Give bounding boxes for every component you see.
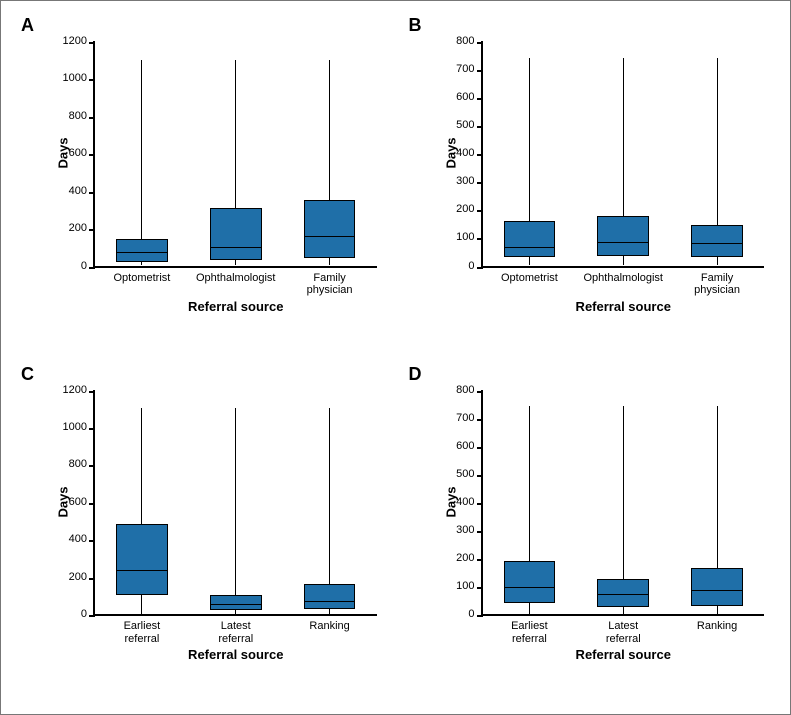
y-tick-label: 400 xyxy=(456,147,482,159)
plot-area: Days Referral source 0100200300400500600… xyxy=(481,41,765,268)
median-line xyxy=(116,570,168,571)
x-axis-label: Referral source xyxy=(576,299,671,314)
y-tick-label: 300 xyxy=(456,524,482,536)
box xyxy=(597,216,649,255)
y-tick-label: 600 xyxy=(456,440,482,452)
y-tick-label: 200 xyxy=(456,203,482,215)
panel-C: C Days Referral source 02004006008001000… xyxy=(17,364,387,699)
y-tick-label: 500 xyxy=(456,119,482,131)
y-tick-label: 800 xyxy=(456,35,482,47)
x-tick-label: Optometrist xyxy=(501,266,558,285)
box xyxy=(504,221,556,257)
y-tick-label: 1200 xyxy=(63,35,95,47)
box xyxy=(691,568,743,606)
y-tick-label: 100 xyxy=(456,580,482,592)
median-line xyxy=(210,247,262,248)
panel-label: A xyxy=(21,15,34,36)
median-line xyxy=(597,594,649,595)
y-tick-label: 500 xyxy=(456,468,482,480)
whisker xyxy=(141,60,142,266)
box xyxy=(116,524,168,595)
y-tick-label: 1000 xyxy=(63,72,95,84)
median-line xyxy=(691,243,743,244)
y-tick-label: 300 xyxy=(456,175,482,187)
y-tick-label: 0 xyxy=(468,608,482,620)
box xyxy=(597,579,649,607)
plot-area: Days Referral source 0100200300400500600… xyxy=(481,390,765,617)
y-tick-label: 600 xyxy=(69,147,95,159)
y-tick-label: 700 xyxy=(456,63,482,75)
y-tick-label: 0 xyxy=(81,608,95,620)
x-axis-label: Referral source xyxy=(576,647,671,662)
plot-wrap: Days Referral source 0100200300400500600… xyxy=(447,386,769,641)
box xyxy=(504,561,556,603)
median-line xyxy=(210,604,262,605)
y-tick-label: 1200 xyxy=(63,384,95,396)
panel-D: D Days Referral source 01002003004005006… xyxy=(405,364,775,699)
y-tick-label: 600 xyxy=(456,91,482,103)
x-tick-label: Ophthalmologist xyxy=(196,266,276,285)
box xyxy=(304,584,356,609)
x-tick-label: Latestreferral xyxy=(196,614,276,645)
panel-B: B Days Referral source 01002003004005006… xyxy=(405,15,775,350)
y-tick-label: 400 xyxy=(69,533,95,545)
median-line xyxy=(304,601,356,602)
figure-frame: A Days Referral source 02004006008001000… xyxy=(0,0,791,715)
panel-grid: A Days Referral source 02004006008001000… xyxy=(17,15,774,698)
y-tick-label: 1000 xyxy=(63,421,95,433)
plot-area: Days Referral source 0200400600800100012… xyxy=(93,41,377,268)
box xyxy=(691,225,743,257)
plot-area: Days Referral source 0200400600800100012… xyxy=(93,390,377,617)
x-tick-label: Familyphysician xyxy=(290,266,370,297)
median-line xyxy=(504,247,556,248)
median-line xyxy=(597,242,649,243)
whisker xyxy=(235,408,236,614)
y-tick-label: 800 xyxy=(69,110,95,122)
x-tick-label: Ophthalmologist xyxy=(584,266,664,285)
y-tick-label: 800 xyxy=(69,458,95,470)
median-line xyxy=(116,252,168,253)
y-tick-label: 600 xyxy=(69,496,95,508)
y-tick-label: 0 xyxy=(81,260,95,272)
box xyxy=(304,200,356,258)
y-tick-label: 200 xyxy=(69,571,95,583)
panel-label: B xyxy=(409,15,422,36)
panel-A: A Days Referral source 02004006008001000… xyxy=(17,15,387,350)
x-axis-label: Referral source xyxy=(188,647,283,662)
y-tick-label: 200 xyxy=(69,222,95,234)
x-tick-label: Ranking xyxy=(309,614,349,633)
median-line xyxy=(304,236,356,237)
plot-wrap: Days Referral source 0200400600800100012… xyxy=(59,386,381,641)
y-tick-label: 0 xyxy=(468,260,482,272)
median-line xyxy=(691,590,743,591)
y-tick-label: 700 xyxy=(456,412,482,424)
x-tick-label: Ranking xyxy=(697,614,737,633)
y-tick-label: 200 xyxy=(456,552,482,564)
y-tick-label: 100 xyxy=(456,231,482,243)
x-tick-label: Familyphysician xyxy=(677,266,757,297)
plot-wrap: Days Referral source 0100200300400500600… xyxy=(447,37,769,292)
x-axis-label: Referral source xyxy=(188,299,283,314)
plot-wrap: Days Referral source 0200400600800100012… xyxy=(59,37,381,292)
x-tick-label: Latestreferral xyxy=(583,614,663,645)
x-tick-label: Earliestreferral xyxy=(102,614,182,645)
box xyxy=(210,208,262,260)
panel-label: C xyxy=(21,364,34,385)
box xyxy=(116,239,168,261)
y-tick-label: 400 xyxy=(69,185,95,197)
x-tick-label: Earliestreferral xyxy=(489,614,569,645)
median-line xyxy=(504,587,556,588)
y-tick-label: 800 xyxy=(456,384,482,396)
x-tick-label: Optometrist xyxy=(113,266,170,285)
y-tick-label: 400 xyxy=(456,496,482,508)
panel-label: D xyxy=(409,364,422,385)
